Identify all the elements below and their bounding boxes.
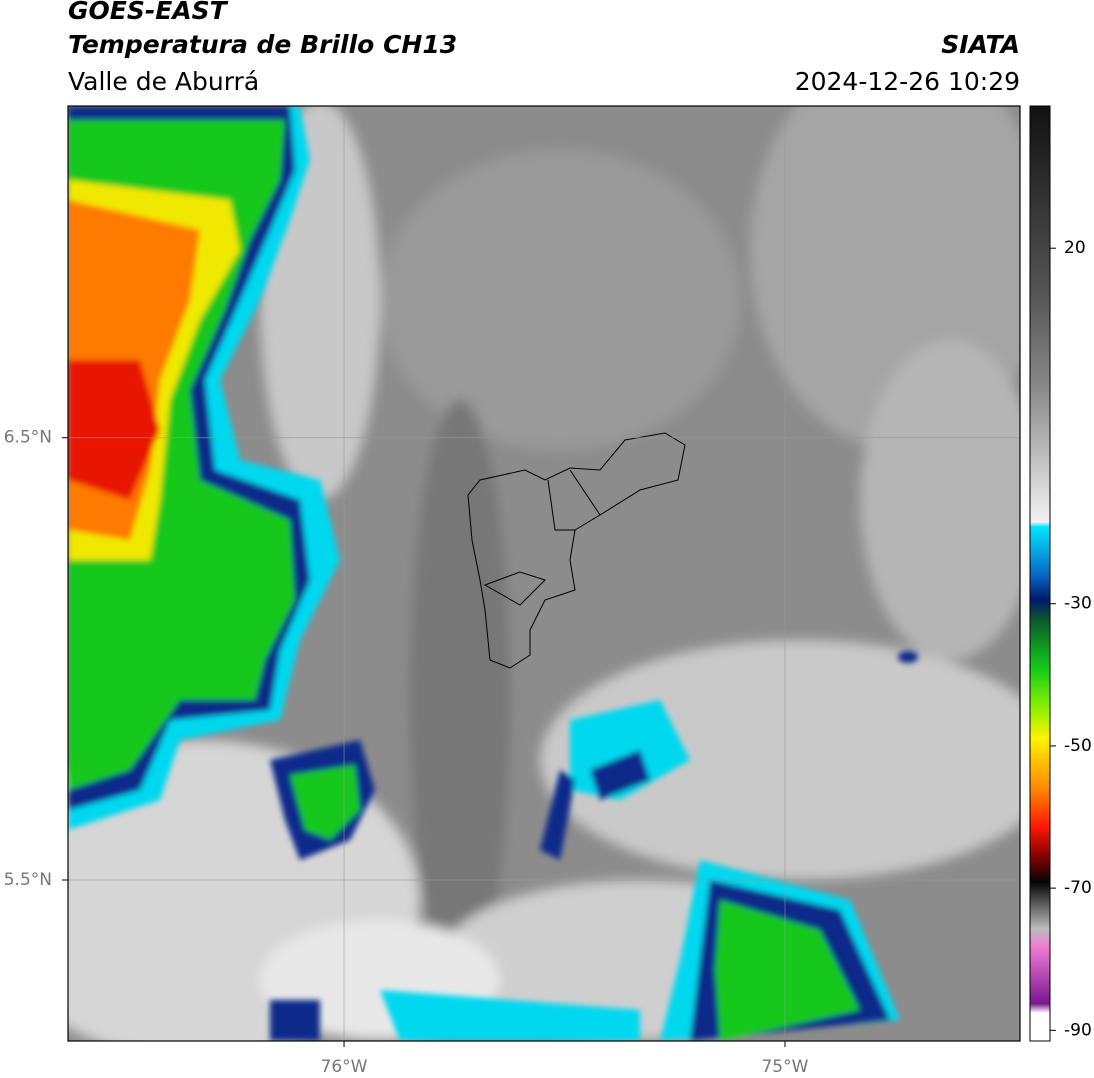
- datetime: 2024-12-26 10:29: [795, 67, 1020, 96]
- colorbar-tick-label: -90: [1064, 1020, 1092, 1040]
- colorbar-tick-label: -30: [1064, 594, 1092, 614]
- x-tick-label: 75°W: [761, 1057, 808, 1077]
- x-tick-label: 76°W: [321, 1057, 368, 1077]
- map-grid: 76°W 75°W 6.5°N 5.5°N: [4, 106, 1020, 1077]
- colorbar-ticks: 20 -30 -50 -70 -90: [1050, 238, 1092, 1040]
- y-tick-label: 5.5°N: [4, 870, 52, 890]
- satellite-image: [68, 106, 1020, 1041]
- valley-boundary: [467, 432, 686, 669]
- colorbar: [1029, 105, 1051, 1042]
- colorbar-tick-label: -50: [1064, 736, 1092, 756]
- header: GOES-EAST Temperatura de Brillo CH13 Val…: [68, 0, 1020, 96]
- title: GOES-EAST: [68, 0, 229, 25]
- y-tick-label: 6.5°N: [4, 428, 52, 448]
- region: Valle de Aburrá: [68, 67, 259, 96]
- subtitle: Temperatura de Brillo CH13: [68, 30, 457, 59]
- map-frame: [67, 105, 1021, 1042]
- colorbar-tick-label: 20: [1064, 238, 1086, 258]
- source: SIATA: [941, 30, 1020, 59]
- colorbar-tick-label: -70: [1064, 878, 1092, 898]
